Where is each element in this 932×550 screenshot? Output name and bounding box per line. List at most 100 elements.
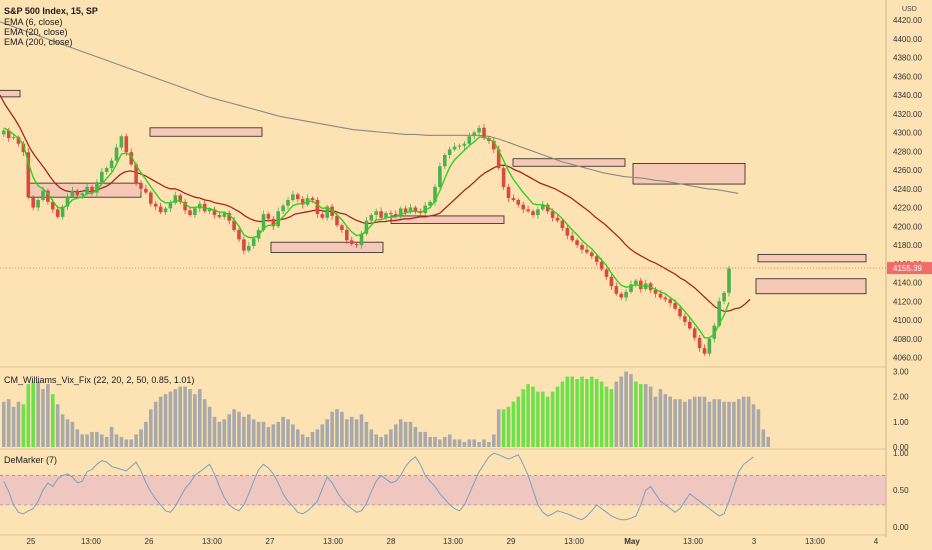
vix-fix-bar[interactable] [349, 416, 354, 447]
candle-body[interactable] [570, 235, 574, 241]
candle-body[interactable] [100, 171, 104, 183]
candle-body[interactable] [31, 197, 35, 208]
vix-fix-bar[interactable] [423, 431, 427, 447]
candle-body[interactable] [467, 136, 472, 144]
candle-body[interactable] [683, 316, 687, 322]
candle-body[interactable] [124, 136, 129, 153]
vix-fix-bar[interactable] [604, 386, 609, 447]
vix-fix-bar[interactable] [555, 386, 560, 447]
candle-body[interactable] [134, 164, 138, 184]
vix-fix-bar[interactable] [266, 426, 271, 447]
candle-body[interactable] [149, 192, 153, 204]
vix-fix-bar[interactable] [70, 421, 75, 447]
vix-fix-bar[interactable] [369, 429, 374, 447]
vix-fix-bar[interactable] [389, 429, 393, 447]
candle-body[interactable] [560, 220, 565, 229]
vix-fix-bar[interactable] [472, 439, 476, 447]
vix-fix-bar[interactable] [55, 404, 60, 447]
candle-body[interactable] [663, 297, 668, 300]
candle-body[interactable] [315, 200, 320, 215]
candle-body[interactable] [80, 193, 84, 196]
candle-body[interactable] [599, 261, 604, 270]
vix-fix-bar[interactable] [585, 379, 589, 447]
candle-body[interactable] [340, 225, 344, 230]
candle-body[interactable] [65, 196, 70, 207]
vix-fix-bar[interactable] [345, 419, 349, 447]
candle-body[interactable] [697, 337, 702, 349]
vix-fix-bar[interactable] [2, 401, 6, 447]
candle-body[interactable] [276, 211, 280, 227]
candle-body[interactable] [85, 186, 89, 194]
vix-fix-bar[interactable] [418, 431, 423, 447]
vix-fix-bar[interactable] [6, 399, 11, 447]
candle-body[interactable] [639, 280, 643, 290]
candle-body[interactable] [90, 186, 94, 193]
vix-fix-bar[interactable] [85, 434, 89, 447]
vix-fix-bar[interactable] [536, 391, 540, 447]
vix-fix-bar[interactable] [168, 391, 173, 447]
candle-body[interactable] [423, 205, 427, 214]
vix-fix-bar[interactable] [359, 414, 364, 447]
candle-body[interactable] [389, 213, 393, 215]
candle-body[interactable] [580, 245, 584, 250]
candle-body[interactable] [443, 155, 447, 167]
candle-body[interactable] [384, 213, 388, 218]
vix-fix-bar[interactable] [51, 394, 55, 447]
candle-body[interactable] [438, 166, 442, 187]
candle-body[interactable] [678, 308, 682, 317]
candle-body[interactable] [482, 127, 486, 139]
candle-body[interactable] [261, 214, 266, 230]
vix-fix-bar[interactable] [212, 416, 217, 447]
vix-fix-bar[interactable] [173, 389, 178, 447]
candle-body[interactable] [178, 195, 182, 202]
vix-fix-bar[interactable] [300, 434, 305, 447]
vix-fix-bar[interactable] [144, 421, 148, 447]
candle-body[interactable] [619, 293, 623, 298]
candle-body[interactable] [266, 214, 271, 219]
candle-body[interactable] [506, 186, 511, 199]
candle-body[interactable] [11, 137, 16, 139]
vix-fix-bar[interactable] [75, 429, 80, 447]
vix-fix-bar[interactable] [526, 384, 530, 447]
candle-body[interactable] [320, 214, 325, 218]
vix-fix-bar[interactable] [560, 381, 565, 447]
candle-body[interactable] [202, 203, 207, 212]
candle-body[interactable] [281, 205, 285, 212]
vix-fix-bar[interactable] [447, 434, 452, 447]
vix-fix-bar[interactable] [198, 389, 202, 447]
vix-fix-bar[interactable] [26, 384, 31, 447]
vix-fix-bar[interactable] [227, 414, 231, 447]
candle-body[interactable] [247, 245, 251, 251]
vix-fix-bar[interactable] [663, 394, 668, 447]
vix-fix-bar[interactable] [619, 376, 623, 447]
vix-fix-bar[interactable] [330, 411, 334, 447]
candle-body[interactable] [153, 203, 158, 207]
candle-body[interactable] [653, 290, 658, 294]
vix-fix-bar[interactable] [65, 419, 70, 447]
candle-body[interactable] [624, 291, 628, 298]
candle-body[interactable] [511, 198, 516, 200]
vix-fix-bar[interactable] [354, 419, 359, 447]
candle-body[interactable] [594, 256, 599, 262]
candle-body[interactable] [379, 211, 383, 218]
candle-body[interactable] [712, 325, 717, 339]
candle-body[interactable] [565, 228, 570, 236]
candle-body[interactable] [232, 220, 236, 230]
candle-body[interactable] [271, 218, 276, 227]
candle-body[interactable] [114, 147, 119, 161]
vix-fix-bar[interactable] [310, 431, 315, 447]
candle-body[interactable] [46, 190, 50, 202]
vix-fix-bar[interactable] [634, 381, 638, 447]
vix-fix-bar[interactable] [452, 439, 457, 447]
vix-fix-bar[interactable] [732, 401, 736, 447]
vix-fix-bar[interactable] [717, 399, 721, 447]
vix-fix-bar[interactable] [114, 434, 119, 447]
candle-body[interactable] [492, 140, 496, 150]
candle-body[interactable] [349, 240, 354, 245]
vix-fix-bar[interactable] [492, 434, 496, 447]
vix-fix-bar[interactable] [741, 396, 746, 447]
candle-body[interactable] [501, 168, 506, 187]
supply-demand-zone[interactable] [512, 158, 626, 167]
vix-fix-bar[interactable] [482, 439, 486, 447]
candle-body[interactable] [364, 220, 369, 234]
